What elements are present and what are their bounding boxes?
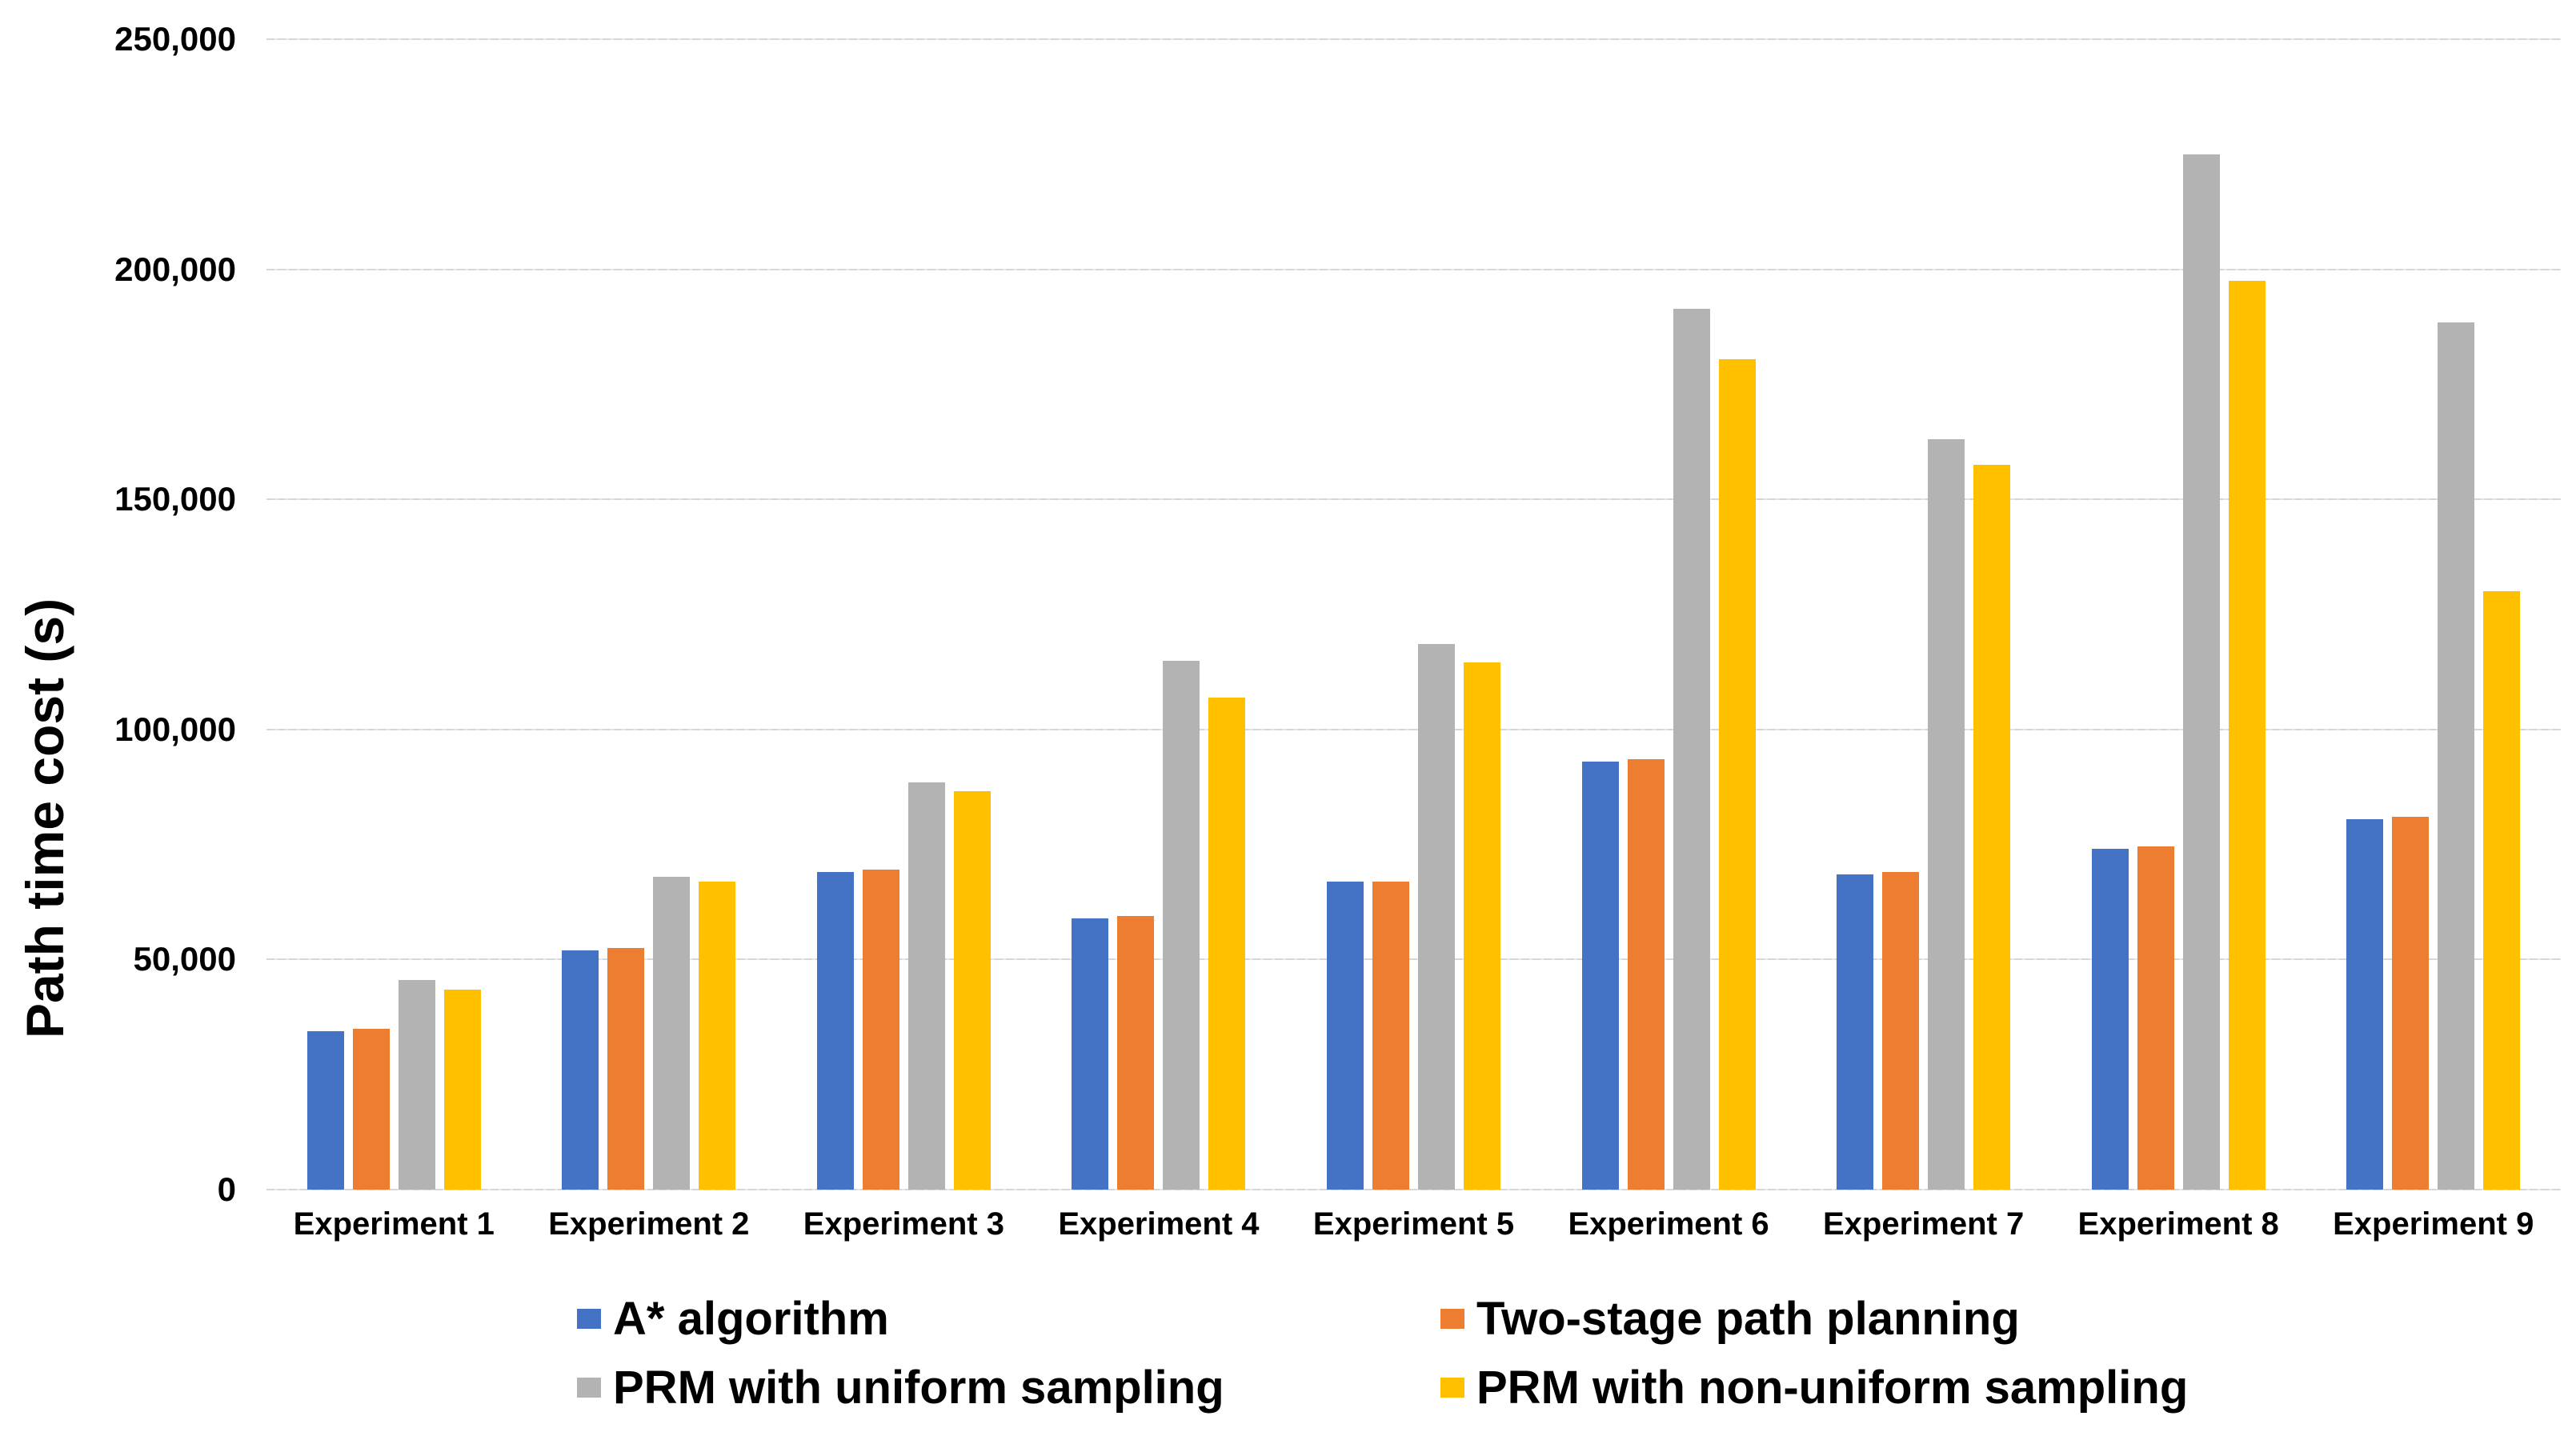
y-tick-label: 250,000 <box>114 20 236 58</box>
y-tick-label: 0 <box>217 1170 236 1208</box>
bar <box>2483 591 2521 1190</box>
legend-label: PRM with uniform sampling <box>613 1361 1224 1414</box>
x-tick-label: Experiment 3 <box>803 1206 1004 1242</box>
bar <box>2137 846 2174 1190</box>
legend-swatch-icon <box>577 1308 601 1329</box>
y-tick-label: 150,000 <box>114 480 236 518</box>
legend-label: A* algorithm <box>613 1292 889 1345</box>
legend-swatch-icon <box>1440 1308 1464 1329</box>
bar <box>352 1028 390 1190</box>
bar <box>1627 759 1665 1190</box>
bar <box>1928 439 1965 1190</box>
gridline <box>266 268 2561 270</box>
bar <box>1117 915 1155 1190</box>
y-tick-label: 100,000 <box>114 710 236 748</box>
bar <box>1464 662 1500 1190</box>
gridline <box>266 728 2561 730</box>
x-tick-label: Experiment 2 <box>548 1206 750 1242</box>
bar <box>1581 762 1619 1190</box>
bar <box>1163 660 1200 1190</box>
bar <box>1072 918 1109 1190</box>
x-tick-label: Experiment 4 <box>1058 1206 1260 1242</box>
legend-swatch-icon <box>577 1377 601 1398</box>
bar <box>1882 872 1920 1190</box>
bar <box>1327 881 1364 1190</box>
bar <box>1973 465 2011 1190</box>
bar <box>653 876 691 1190</box>
legend-item: PRM with non-uniform sampling <box>1440 1361 2189 1414</box>
bar <box>816 872 854 1190</box>
bar <box>2182 154 2220 1190</box>
bar <box>2091 849 2129 1190</box>
plot-area <box>266 38 2561 1190</box>
bar <box>1673 308 1710 1190</box>
y-tick-label: 200,000 <box>114 250 236 288</box>
legend-item: PRM with uniform sampling <box>577 1361 1224 1414</box>
bar <box>607 948 645 1190</box>
bar <box>1372 881 1409 1190</box>
bar-group <box>306 980 481 1190</box>
x-tick-label: Experiment 1 <box>293 1206 495 1242</box>
bar <box>562 950 599 1190</box>
bar <box>398 980 435 1190</box>
bar <box>2392 817 2430 1190</box>
x-tick-label: Experiment 9 <box>2333 1206 2534 1242</box>
legend-label: PRM with non-uniform sampling <box>1476 1361 2189 1414</box>
bar-group <box>562 876 736 1190</box>
bar-group <box>2091 154 2266 1190</box>
bar <box>306 1030 344 1190</box>
gridline <box>266 498 2561 501</box>
bar <box>2228 280 2266 1190</box>
bar <box>953 791 991 1190</box>
x-tick-label: Experiment 8 <box>2077 1206 2279 1242</box>
bar-group <box>1072 660 1246 1190</box>
bar <box>2346 818 2384 1190</box>
bar <box>1208 697 1246 1190</box>
bar <box>2438 322 2475 1190</box>
bar-group <box>2346 322 2521 1190</box>
gridline <box>266 38 2561 40</box>
legend-item: A* algorithm <box>577 1292 889 1345</box>
y-tick-label: 50,000 <box>133 940 236 978</box>
x-tick-label: Experiment 6 <box>1568 1206 1769 1242</box>
legend-swatch-icon <box>1440 1377 1464 1398</box>
bar <box>907 782 945 1190</box>
x-tick-label: Experiment 7 <box>1823 1206 2025 1242</box>
gridline <box>266 958 2561 961</box>
bar-group <box>1837 439 2011 1190</box>
bar <box>1418 644 1455 1190</box>
bar-group <box>1327 644 1500 1190</box>
legend-item: Two-stage path planning <box>1440 1292 2020 1345</box>
bar <box>1837 874 1874 1190</box>
bar-group <box>1581 308 1756 1190</box>
bar-group <box>816 782 991 1190</box>
gridline <box>266 1189 2561 1190</box>
bar <box>862 870 899 1190</box>
bar <box>443 989 481 1190</box>
bar <box>1718 358 1756 1190</box>
legend-label: Two-stage path planning <box>1476 1292 2020 1345</box>
bar <box>699 881 736 1190</box>
x-tick-label: Experiment 5 <box>1312 1206 1515 1242</box>
